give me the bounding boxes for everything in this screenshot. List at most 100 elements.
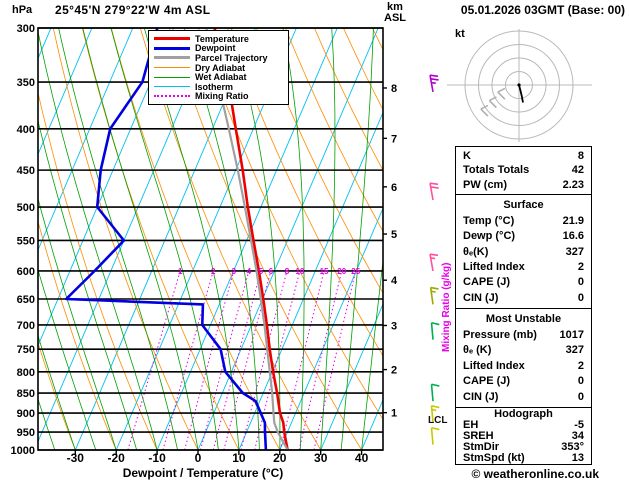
stat-value: 0 [577,291,584,304]
stat-label: CIN (J) [463,390,499,403]
svg-text:950: 950 [17,427,35,439]
stat-value: 327 [565,245,584,258]
stat-box-title: Hodograph [494,408,553,420]
km-asl-axis-title: km ASL [381,2,409,24]
stat-label: Lifted Index [463,359,525,372]
mixing-ratio-lines [127,270,357,450]
dewpoint-curve [64,28,268,450]
svg-text:650: 650 [17,294,35,306]
legend-label: Isotherm [195,81,234,92]
stat-label: CAPE (J) [463,276,511,289]
hodograph [447,29,592,142]
svg-text:450: 450 [17,165,35,177]
stat-row: PW (cm) 2.23 [456,178,591,191]
svg-text:20: 20 [337,267,346,276]
stat-row: StmDir 353° [456,442,591,453]
svg-text:3: 3 [232,267,237,276]
svg-text:5: 5 [391,229,397,241]
stat-box-hodograph: Hodograph EH -5 SREH 34 StmDir 353° StmSpd (kt)… [455,407,592,465]
svg-text:8: 8 [391,83,397,95]
parcel-trajectory-curve [205,28,289,450]
stat-label: CAPE (J) [463,375,511,388]
svg-text:4: 4 [391,275,398,287]
plot-frame [37,27,384,451]
legend-line-swatch [154,67,190,69]
legend-label: Dry Adiabat [195,62,246,73]
svg-text:20: 20 [273,451,287,465]
stat-row: Lifted Index 2 [456,260,591,273]
svg-text:2: 2 [211,267,216,276]
legend-item-isotherm: Isotherm [154,82,283,92]
stat-label: Totals Totals [463,164,530,176]
svg-text:40: 40 [355,451,369,465]
legend-line-swatch [154,86,190,88]
stat-row: Dewp (°C) 16.6 [456,231,591,242]
legend-line-swatch [154,95,190,98]
datetime-label: 05.01.2026 03GMT (Base: 00) [460,3,625,17]
svg-text:-30: -30 [67,451,85,465]
legend-item-dry-adiabat: Dry Adiabat [154,63,283,73]
svg-text:15: 15 [320,267,329,276]
legend-item-parcel-trajectory: Parcel Trajectory [154,53,283,63]
asl-label: ASL [384,12,406,24]
stat-value: 34 [571,430,584,442]
legend-item-mixing-ratio: Mixing Ratio [154,91,283,101]
stat-label: Dewp (°C) [463,230,516,243]
stat-label: Temp (°C) [463,214,515,227]
wet-adiabat-lines [38,28,383,450]
stat-value: 0 [577,276,584,289]
svg-text:850: 850 [17,388,35,400]
stat-label: PW (cm) [463,178,507,191]
km-axis-labels: 1 2 3 4 5 6 7 8 [383,83,398,420]
stat-value: 353° [561,441,584,453]
stat-value: 1017 [559,328,584,341]
stat-label: EH [463,419,479,431]
station-title: 25°45'N 279°22'W 4m ASL [55,3,211,17]
stat-label: K [463,149,471,162]
stat-box-title: Surface [503,199,544,212]
svg-text:30: 30 [314,451,328,465]
svg-text:10: 10 [232,451,246,465]
lcl-label: LCL [428,415,448,426]
stat-label: Lifted Index [463,260,525,273]
stat-value: 42 [571,164,584,176]
stat-value: 0 [577,390,584,403]
stat-value: -5 [574,419,584,431]
svg-text:4: 4 [247,267,252,276]
stat-row: θₑ (K) 327 [456,345,591,356]
legend-line-swatch [154,76,190,78]
stat-value: 13 [571,452,584,464]
svg-text:600: 600 [17,266,35,278]
legend-item-wet-adiabat: Wet Adiabat [154,72,283,82]
svg-text:0: 0 [195,451,202,465]
legend-line-swatch [154,37,190,41]
copyright: © weatheronline.co.uk [471,467,599,481]
stat-value: 8 [577,149,584,162]
hodograph-unit-label: kt [455,28,465,40]
svg-text:6: 6 [391,182,397,194]
legend-line-swatch [154,56,190,60]
svg-text:550: 550 [17,235,35,247]
stat-value: 2 [577,260,584,273]
temperature-curve [213,28,289,450]
svg-text:500: 500 [17,202,35,214]
stat-label: θₑ(K) [463,245,489,258]
svg-text:1: 1 [391,408,397,420]
stat-value: 21.9 [562,214,584,227]
sounding-curves [64,28,289,450]
mixing-ratio-axis-title: Mixing Ratio (g/kg) [441,262,452,352]
stat-row: EH -5 [456,420,591,431]
svg-text:750: 750 [17,344,35,356]
stat-value: 327 [565,344,584,357]
mixing-ratio-value-labels: 1 2 3 4 5 6 8 10 15 20 25 [178,267,361,276]
stat-row: CIN (J) 0 [456,390,591,403]
stat-box-most-unstable: Most Unstable Pressure (mb) 1017 θₑ (K) 327 L… [455,308,592,408]
svg-text:8: 8 [285,267,290,276]
svg-text:400: 400 [17,124,35,136]
stat-value: 16.6 [562,230,584,243]
wind-barb-column [429,74,440,445]
svg-text:1: 1 [178,267,183,276]
svg-text:7: 7 [391,133,397,145]
